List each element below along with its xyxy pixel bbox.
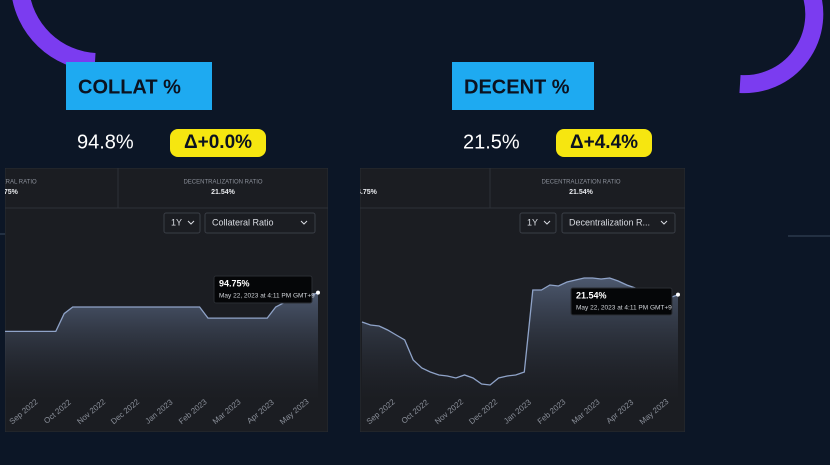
panel-value: 94.8% [77, 131, 134, 153]
tooltip [570, 287, 673, 316]
area [5, 292, 318, 400]
header-value: 4.75% [0, 189, 19, 196]
decor-arc [739, 0, 824, 94]
hover-dot [676, 292, 680, 297]
chart-card: 4.75% DECENTRALIZATION RATIO 21.54% 1Y Decen… [357, 168, 685, 432]
chevron [187, 220, 195, 225]
metric-select-text: Decentralization R... [569, 217, 650, 227]
hover-dot [316, 290, 320, 295]
panel-title: COLLAT % [78, 76, 181, 98]
decor-arc [12, 0, 96, 71]
chevron [660, 220, 668, 225]
metric-select [561, 212, 676, 234]
delta-badge [170, 129, 266, 157]
line [361, 277, 679, 386]
tooltip-value: 94.75% [219, 278, 250, 288]
tooltip [213, 275, 313, 304]
header-value: 4.75% [357, 189, 378, 196]
header-label: DECENTRALIZATION RATIO [541, 180, 620, 186]
title-badge [452, 62, 594, 110]
tooltip-date: May 22, 2023 at 4:11 PM GMT+9 [576, 305, 672, 312]
metric-select-text: Collateral Ratio [212, 217, 274, 227]
panel-delta: Δ+0.0% [184, 132, 252, 153]
title-badge [66, 62, 212, 110]
panel-value: 21.5% [463, 131, 520, 153]
range-button [519, 212, 557, 234]
chart-card: TERAL RATIO 4.75% DECENTRALIZATION RATIO 21… [0, 168, 328, 432]
header-label: TERAL RATIO [0, 180, 37, 186]
header-value: 21.54% [569, 189, 594, 196]
chevron [300, 220, 308, 225]
range-button [163, 212, 201, 234]
chevron [543, 220, 551, 225]
panel-title: DECENT % [464, 76, 570, 98]
panel-delta: Δ+4.4% [570, 132, 638, 153]
range-button-text: 1Y [171, 217, 182, 227]
header-value: 21.54% [211, 189, 236, 196]
metric-select [204, 212, 316, 234]
header-label: DECENTRALIZATION RATIO [183, 180, 262, 186]
delta-badge [556, 129, 652, 157]
tooltip-date: May 22, 2023 at 4:11 PM GMT+9 [219, 293, 315, 300]
range-button-text: 1Y [527, 217, 538, 227]
tooltip-value: 21.54% [576, 290, 607, 300]
line [5, 291, 319, 333]
